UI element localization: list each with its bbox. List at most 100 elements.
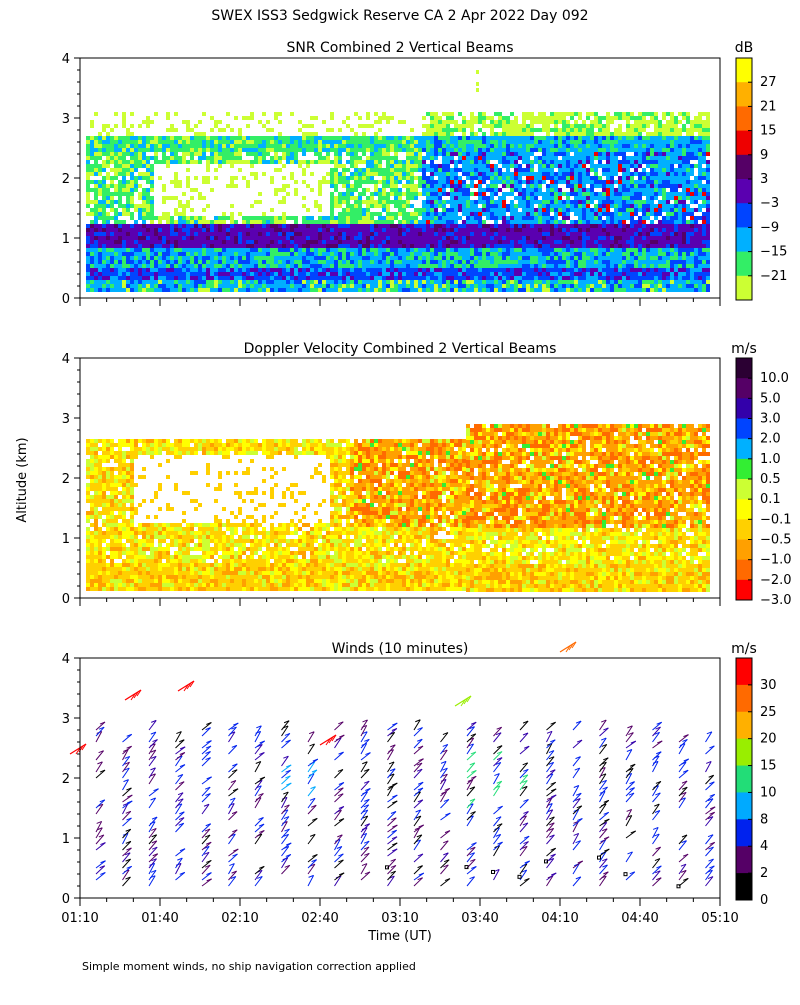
snr-cell (458, 264, 462, 268)
snr-cell (518, 280, 522, 284)
snr-cell (546, 116, 550, 120)
snr-cell (330, 252, 334, 256)
snr-cell (370, 200, 374, 204)
snr-cell (230, 280, 234, 284)
snr-cell (146, 148, 150, 152)
snr-cell (582, 128, 586, 132)
snr-cell (130, 136, 134, 140)
snr-cell (622, 204, 626, 208)
snr-cell (518, 260, 522, 264)
snr-cell (394, 268, 398, 272)
snr-cell (250, 264, 254, 268)
snr-cell (326, 280, 330, 284)
snr-cell (546, 288, 550, 292)
snr-cell (94, 280, 98, 284)
snr-cell (410, 152, 414, 156)
snr-cell (602, 168, 606, 172)
snr-cell (382, 248, 386, 252)
snr-cell (266, 244, 270, 248)
snr-cell (566, 144, 570, 148)
snr-cell (86, 280, 90, 284)
snr-cell (606, 256, 610, 260)
snr-cell (298, 244, 302, 248)
snr-cell (310, 240, 314, 244)
snr-cell (446, 144, 450, 148)
snr-cell (498, 256, 502, 260)
snr-cell (262, 224, 266, 228)
snr-cell (482, 268, 486, 272)
snr-cell (178, 276, 182, 280)
snr-cell (510, 136, 514, 140)
snr-cell (546, 188, 550, 192)
snr-cell (302, 216, 306, 220)
snr-cell (286, 248, 290, 252)
snr-cell (202, 244, 206, 248)
snr-cell (586, 136, 590, 140)
snr-cell (606, 132, 610, 136)
snr-cell (306, 220, 310, 224)
snr-cell (214, 232, 218, 236)
snr-cell (262, 240, 266, 244)
snr-cell (582, 228, 586, 232)
snr-cell (618, 168, 622, 172)
snr-cell (370, 284, 374, 288)
snr-cell (450, 220, 454, 224)
snr-cell (622, 248, 626, 252)
snr-cell (254, 260, 258, 264)
snr-cell (366, 276, 370, 280)
snr-cell (606, 176, 610, 180)
snr-cell (110, 268, 114, 272)
snr-cell (542, 232, 546, 236)
snr-cell (226, 236, 230, 240)
snr-cell (514, 248, 518, 252)
snr-cell (106, 204, 110, 208)
snr-cell (394, 172, 398, 176)
snr-cell (486, 208, 490, 212)
snr-cell (550, 200, 554, 204)
snr-cell (450, 252, 454, 256)
snr-cell (250, 148, 254, 152)
snr-cell (546, 192, 550, 196)
snr-cell (554, 244, 558, 248)
snr-cell (274, 264, 278, 268)
snr-cell (506, 144, 510, 148)
snr-cell (386, 180, 390, 184)
snr-cell (350, 136, 354, 140)
snr-cell (446, 240, 450, 244)
snr-cell (426, 244, 430, 248)
snr-cell (454, 172, 458, 176)
snr-cell (114, 164, 118, 168)
snr-cell (606, 140, 610, 144)
snr-cell (522, 280, 526, 284)
snr-cell (250, 172, 254, 176)
snr-cell (426, 220, 430, 224)
snr-cell (446, 164, 450, 168)
snr-cell (438, 172, 442, 176)
snr-cell (118, 156, 122, 160)
snr-cell (426, 272, 430, 276)
snr-cell (198, 216, 202, 220)
snr-cell (162, 160, 166, 164)
snr-cell (150, 200, 154, 204)
snr-cell (434, 120, 438, 124)
snr-cell (514, 156, 518, 160)
snr-cell (490, 212, 494, 216)
snr-cell (610, 228, 614, 232)
snr-cell (618, 232, 622, 236)
snr-cell (106, 216, 110, 220)
snr-cell (486, 116, 490, 120)
snr-cell (266, 236, 270, 240)
snr-cell (306, 148, 310, 152)
snr-cell (418, 180, 422, 184)
snr-cell (334, 176, 338, 180)
snr-cell (462, 168, 466, 172)
snr-cell (570, 252, 574, 256)
snr-cell (430, 120, 434, 124)
snr-cell (398, 236, 402, 240)
snr-cell (134, 176, 138, 180)
snr-cell (454, 276, 458, 280)
snr-cell (494, 216, 498, 220)
snr-cell (566, 232, 570, 236)
snr-cell (226, 136, 230, 140)
snr-cell (602, 264, 606, 268)
